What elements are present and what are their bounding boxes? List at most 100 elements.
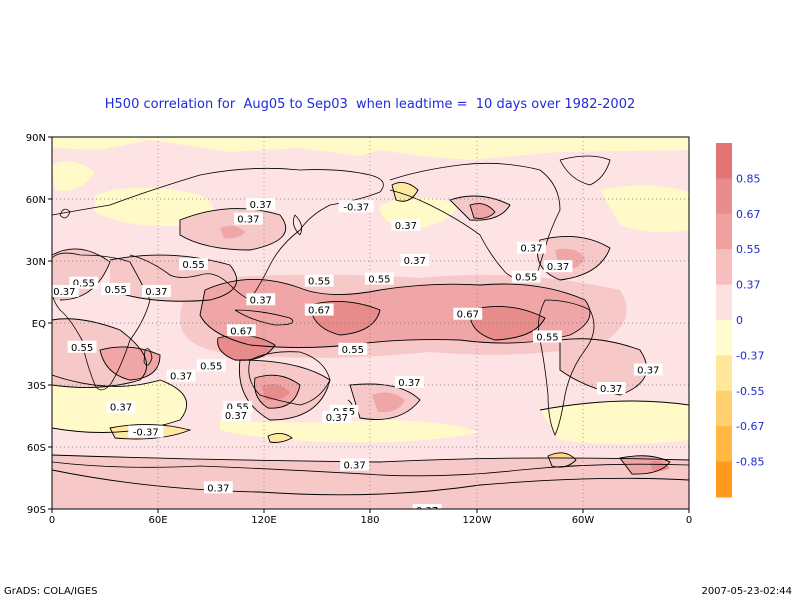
- contour-labels: 0.370.37-0.370.370.370.370.370.550.550.3…: [52, 198, 663, 509]
- contour-label: -0.37: [338, 200, 374, 213]
- contour-label-text: 0.37: [398, 378, 420, 389]
- contour-label-text: 0.55: [368, 275, 390, 286]
- contour-label: 0.37: [391, 218, 421, 232]
- contour-label: 0.67: [453, 307, 483, 321]
- chart-title: H500 correlation for Aug05 to Sep03 when…: [104, 97, 636, 112]
- contour-label: 0.55: [67, 340, 97, 354]
- contour-label: 0.55: [101, 282, 131, 296]
- contour-label: 0.55: [196, 359, 226, 372]
- colorbar-label: -0.67: [736, 420, 764, 433]
- contour-label-text: 0.37: [237, 215, 259, 226]
- lon-tick-label: 0: [686, 515, 692, 526]
- coast-madagascar: [143, 348, 153, 366]
- contour-label-text: 0.37: [343, 461, 365, 472]
- contour-label: 0.37: [246, 198, 276, 211]
- colorbar-label: -0.55: [736, 385, 764, 398]
- contour-label: 0.55: [533, 330, 562, 343]
- contour-label-text: 0.67: [457, 310, 479, 321]
- colorbar-swatch: [716, 284, 732, 321]
- lat-tick-labels: 90N 60N 30N EQ 30S 60S 90S: [26, 133, 46, 516]
- contour-label-text: 0.37: [250, 295, 272, 306]
- colorbar-swatch: [716, 390, 732, 427]
- lat-tick-label: 90N: [26, 133, 46, 144]
- contour-label-text: 0.67: [230, 326, 252, 337]
- lon-tick-label: 180: [360, 515, 379, 526]
- contour-label: 0.37: [221, 409, 251, 422]
- contour-label: 0.37: [141, 285, 171, 298]
- footer-timestamp: 2007-05-23-02:44: [701, 586, 792, 597]
- contour-label: 0.37: [395, 375, 424, 389]
- colorbar-swatch: [716, 249, 732, 286]
- contour-label-text: 0.55: [105, 285, 127, 296]
- contour-label-text: 0.37: [520, 244, 542, 255]
- colorbar-swatch: [716, 143, 732, 179]
- contour-label-text: 0.37: [600, 384, 622, 395]
- lat-tick-label: 60S: [27, 443, 46, 454]
- contour-label-text: 0.55: [182, 260, 204, 271]
- contour-label-text: 0.55: [73, 279, 95, 290]
- contour-label: 0.55: [511, 270, 541, 284]
- contour-label-text: 0.37: [547, 262, 569, 273]
- lon-tick-labels: 0 60E 120E 180 120W 60W 0: [49, 515, 692, 526]
- contour-label: 0.37: [52, 285, 79, 298]
- contour-label: 0.55: [179, 258, 208, 271]
- contour-label-text: 0.55: [308, 277, 330, 288]
- contour-label: 0.37: [633, 363, 663, 377]
- coast-australia: [248, 351, 331, 406]
- contour-label: 0.67: [226, 324, 256, 337]
- colorbar-swatch: [716, 178, 732, 215]
- contour-label-text: 0.55: [536, 332, 558, 343]
- contour-label-text: 0.37: [170, 372, 192, 383]
- contour-label-text: 0.37: [145, 287, 167, 298]
- contour-label: 0.37: [596, 382, 626, 395]
- contour-label: 0.37: [203, 481, 233, 494]
- contour-label: 0.37: [166, 369, 196, 383]
- contour-label: 0.37: [106, 400, 136, 414]
- coast-greenland: [559, 155, 611, 186]
- contour-label-text: 0.37: [250, 200, 272, 211]
- colorbar-label: 0.85: [736, 172, 761, 185]
- lat-tick-label: EQ: [32, 319, 46, 330]
- colorbar-label: -0.37: [736, 349, 764, 362]
- contour-label-text: 0.67: [308, 306, 330, 317]
- contour-label-text: 0.55: [515, 273, 537, 284]
- colorbar-swatch: [716, 213, 732, 250]
- coast-north-america: [389, 162, 561, 282]
- coast-antarctica: [52, 461, 689, 477]
- contour-label-text: 0.37: [207, 483, 229, 494]
- coast-japan: [292, 214, 303, 236]
- lat-tick-label: 90S: [27, 505, 46, 516]
- contour-label-text: -0.37: [343, 202, 369, 213]
- colorbar-label: 0: [736, 314, 743, 327]
- contour-label: 0.67: [304, 303, 334, 317]
- contour-label-text: 0.37: [404, 256, 426, 267]
- contour-label: -0.37: [128, 425, 164, 439]
- contour-label-text: 0.37: [53, 287, 75, 298]
- coast-eurasia: [52, 167, 384, 301]
- colorbar-swatch: [716, 320, 732, 356]
- lon-tick-label: 120E: [251, 515, 276, 526]
- contour-label: 0.37: [517, 241, 546, 255]
- coast-uk: [59, 208, 71, 219]
- coast-indonesia: [234, 309, 294, 326]
- colorbar-label: 0.55: [736, 243, 761, 256]
- contour-label: 0.55: [338, 342, 368, 356]
- contour-label: 0.37: [412, 504, 442, 509]
- coast-africa: [52, 252, 151, 391]
- contour-label-text: -0.37: [133, 428, 159, 439]
- contour-label: 0.37: [400, 254, 430, 267]
- contour-label: 0.37: [340, 458, 369, 472]
- footer-credit: GrADS: COLA/IGES: [4, 586, 98, 597]
- colorbar-label: 0.37: [736, 279, 761, 292]
- contour-label-text: 0.37: [225, 411, 247, 422]
- contour-label-text: 0.55: [200, 361, 222, 372]
- contour-label-text: 0.55: [227, 403, 249, 414]
- contour-label: 0.37: [543, 260, 573, 273]
- lat-tick-label: 30N: [26, 257, 46, 268]
- contour-label-text: 0.37: [110, 403, 132, 414]
- lat-tick-label: 30S: [27, 381, 46, 392]
- contour-label: 0.37: [234, 212, 263, 226]
- contour-label: 0.55: [364, 272, 394, 286]
- contour-label: 0.37: [246, 293, 276, 306]
